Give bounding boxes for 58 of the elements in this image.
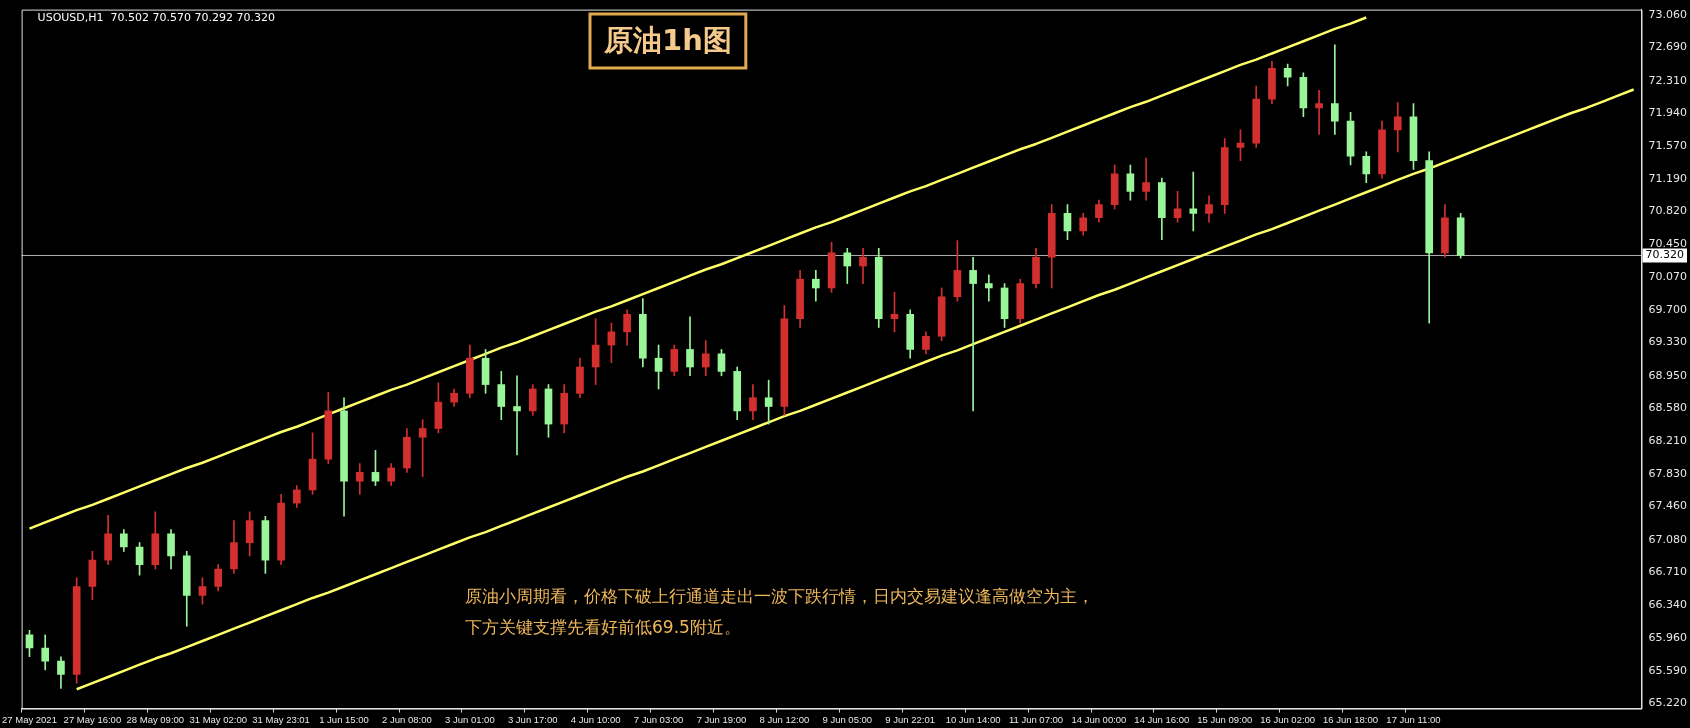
x-tick-label: 31 May 02:00	[189, 713, 247, 725]
y-tick-label: 68.950	[1648, 368, 1688, 382]
y-tick-label: 73.060	[1648, 7, 1688, 21]
y-tick-label: 70.070	[1648, 270, 1688, 284]
x-tick-label: 9 Jun 22:01	[885, 713, 936, 725]
candlestick	[969, 256, 977, 412]
x-tick-label: 16 Jun 18:00	[1323, 713, 1379, 725]
y-tick-label: 70.450	[1648, 236, 1688, 250]
y-tick-label: 67.460	[1648, 499, 1688, 513]
x-tick-label: 3 Jun 17:00	[507, 713, 558, 725]
y-tick-label: 68.210	[1648, 433, 1688, 447]
y-tick-label: 67.080	[1648, 532, 1688, 546]
y-tick-label: 72.690	[1648, 40, 1688, 54]
x-tick-label: 9 Jun 05:00	[822, 713, 873, 725]
x-tick-label: 1 Jun 15:00	[319, 713, 369, 725]
candlestick	[1142, 157, 1150, 201]
candlestick	[1189, 171, 1198, 232]
y-tick-label: 66.710	[1648, 565, 1688, 579]
x-tick-label: 27 May 2021	[2, 713, 57, 725]
candlestick	[1331, 44, 1339, 135]
y-tick-label: 70.820	[1648, 204, 1688, 218]
ref-line-label: 70.320	[1645, 248, 1685, 262]
y-tick-label: 69.700	[1648, 302, 1688, 316]
annotation: 下方关键支撑先看好前低69.5附近。	[465, 617, 741, 638]
x-tick-label: 14 Jun 16:00	[1134, 713, 1190, 725]
chart-subtitle: USOUSD,H1 70.502 70.570 70.292 70.320	[37, 11, 276, 25]
y-tick-label: 66.340	[1648, 597, 1688, 611]
x-tick-label: 7 Jun 03:00	[633, 713, 684, 725]
candlestick	[1315, 90, 1323, 135]
y-tick-label: 65.960	[1648, 631, 1688, 645]
candlestick	[513, 375, 521, 456]
x-tick-label: 14 Jun 00:00	[1071, 713, 1127, 725]
y-tick-label: 67.830	[1648, 467, 1688, 480]
x-tick-label: 10 Jun 14:00	[945, 713, 1001, 725]
text: 原油1h图	[603, 22, 732, 57]
x-tick-label: 15 Jun 09:00	[1197, 713, 1253, 725]
x-tick-label: 16 Jun 02:00	[1260, 713, 1316, 725]
y-tick-label: 68.580	[1648, 401, 1688, 415]
y-tick-label: 65.590	[1648, 663, 1688, 677]
x-tick-label: 28 May 09:00	[126, 713, 185, 725]
y-tick-label: 69.330	[1648, 335, 1688, 349]
annotation: 原油小周期看，价格下破上行通道走出一波下跌行情，日内交易建议逢高做空为主，	[465, 586, 1094, 607]
y-tick-label: 72.310	[1648, 73, 1688, 87]
candlestick	[985, 274, 993, 302]
y-tick-label: 65.220	[1648, 696, 1688, 710]
x-tick-label: 31 May 23:01	[252, 713, 310, 725]
x-tick-label: 8 Jun 12:00	[759, 713, 810, 725]
x-tick-label: 7 Jun 19:00	[696, 713, 747, 725]
x-tick-label: 2 Jun 08:00	[382, 713, 432, 725]
x-tick-label: 27 May 16:00	[63, 713, 122, 725]
y-tick-label: 71.190	[1648, 171, 1688, 185]
x-tick-label: 3 Jun 01:00	[445, 713, 495, 725]
y-tick-label: 71.570	[1648, 138, 1688, 152]
x-tick-label: 4 Jun 10:00	[570, 713, 621, 725]
x-tick-label: 17 Jun 11:00	[1386, 713, 1441, 725]
y-tick-label: 71.940	[1648, 106, 1688, 120]
x-tick-label: 11 Jun 07:00	[1008, 713, 1064, 725]
candlestick	[859, 248, 867, 284]
